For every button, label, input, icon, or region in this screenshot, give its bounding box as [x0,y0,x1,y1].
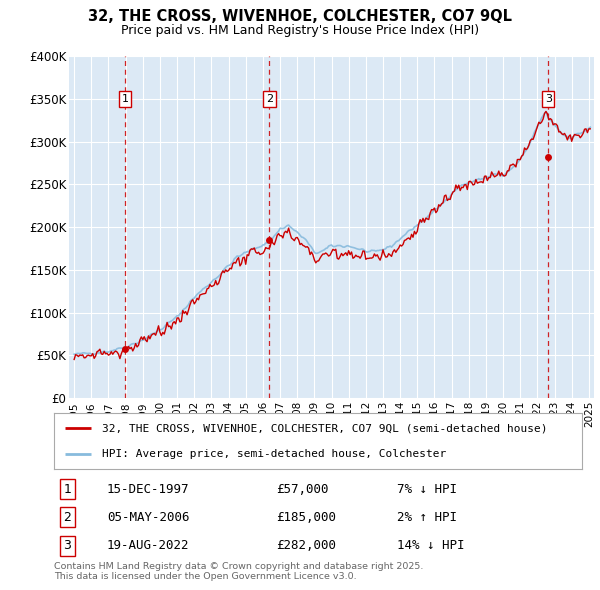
Text: 7% ↓ HPI: 7% ↓ HPI [397,483,457,496]
Text: HPI: Average price, semi-detached house, Colchester: HPI: Average price, semi-detached house,… [101,449,446,459]
Text: £185,000: £185,000 [276,511,336,524]
Text: 2: 2 [63,511,71,524]
Text: 19-AUG-2022: 19-AUG-2022 [107,539,190,552]
Text: 1: 1 [121,94,128,104]
Text: Contains HM Land Registry data © Crown copyright and database right 2025.
This d: Contains HM Land Registry data © Crown c… [54,562,424,581]
Text: 05-MAY-2006: 05-MAY-2006 [107,511,190,524]
Text: £282,000: £282,000 [276,539,336,552]
Text: 32, THE CROSS, WIVENHOE, COLCHESTER, CO7 9QL: 32, THE CROSS, WIVENHOE, COLCHESTER, CO7… [88,9,512,24]
Text: 1: 1 [63,483,71,496]
Text: 32, THE CROSS, WIVENHOE, COLCHESTER, CO7 9QL (semi-detached house): 32, THE CROSS, WIVENHOE, COLCHESTER, CO7… [101,423,547,433]
Text: £57,000: £57,000 [276,483,328,496]
Text: 2: 2 [266,94,273,104]
Text: 14% ↓ HPI: 14% ↓ HPI [397,539,465,552]
Text: 3: 3 [63,539,71,552]
Text: 3: 3 [545,94,551,104]
Text: 15-DEC-1997: 15-DEC-1997 [107,483,190,496]
Text: Price paid vs. HM Land Registry's House Price Index (HPI): Price paid vs. HM Land Registry's House … [121,24,479,37]
Text: 2% ↑ HPI: 2% ↑ HPI [397,511,457,524]
